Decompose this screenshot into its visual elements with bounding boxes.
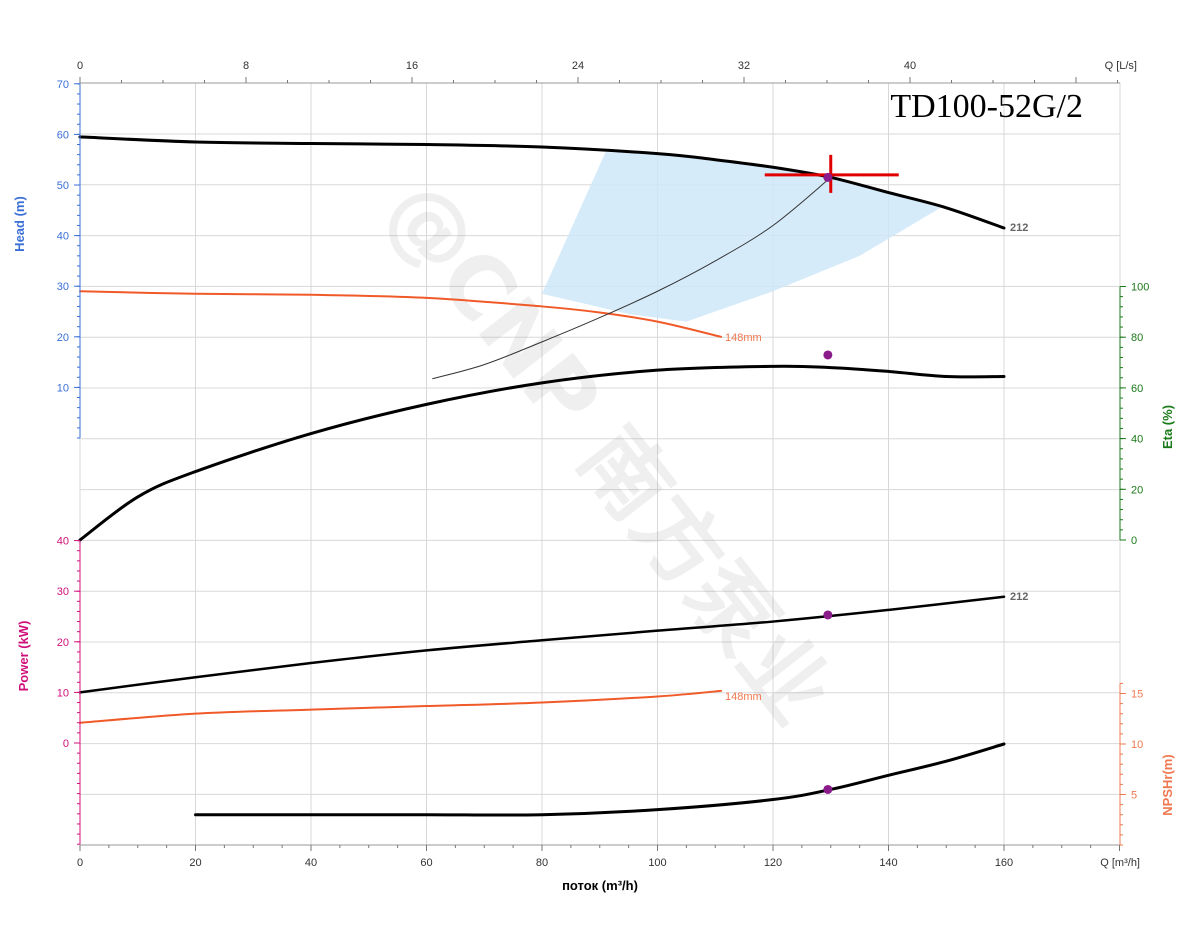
eta-curve-212 (78, 364, 1006, 542)
head-tick-label: 30 (57, 281, 69, 293)
head-tick-label: 40 (57, 231, 69, 243)
head-curve-label: 212 (1010, 222, 1028, 234)
head-curve-148mm (79, 290, 723, 338)
npsh-curve-212 (194, 742, 1006, 817)
head-operating-point (823, 172, 833, 182)
npsh-axis-label: NPSHr(m) (1160, 754, 1175, 815)
operating-region-area (542, 152, 941, 322)
head-axis-label: Head (m) (12, 196, 27, 252)
x-tick-label: 140 (879, 857, 897, 869)
operating-region (542, 152, 941, 322)
system-curve (432, 177, 832, 380)
top-axis-unit: Q [L/s] (1105, 60, 1137, 72)
x-tick-label: 60 (420, 857, 432, 869)
marker-layer (764, 154, 899, 794)
power-tick-label: 0 (63, 738, 69, 750)
x-tick-label: 0 (77, 857, 83, 869)
head-alt-curve-label: 148mm (725, 332, 762, 344)
eta-operating-point (823, 350, 833, 360)
top-tick-label: 0 (77, 60, 83, 72)
eta-tick-label: 40 (1131, 434, 1143, 446)
eta-tick-label: 0 (1131, 535, 1137, 547)
top-tick-label: 32 (738, 60, 750, 72)
power-tick-label: 20 (57, 637, 69, 649)
x-tick-label: 20 (189, 857, 201, 869)
x-tick-label: 40 (305, 857, 317, 869)
top-tick-label: 16 (406, 60, 418, 72)
x-tick-label: 100 (648, 857, 666, 869)
power-axis-label: Power (kW) (16, 621, 31, 692)
npsh-tick-label: 15 (1131, 689, 1143, 701)
head-tick-label: 20 (57, 332, 69, 344)
label-layer: TD100-52G/2 поток (m³/h) Q [m³/h] Q [L/s… (12, 60, 1175, 893)
head-tick-label: 10 (57, 382, 69, 394)
eta-tick-label: 20 (1131, 484, 1143, 496)
head-curve-212 (78, 135, 1006, 230)
npsh-operating-point (823, 784, 833, 794)
chart-title: TD100-52G/2 (890, 88, 1083, 125)
power-tick-label: 30 (57, 586, 69, 598)
eta-axis-label: Eta (%) (1160, 405, 1175, 449)
npsh-tick-label: 5 (1131, 790, 1137, 802)
eta-tick-label: 60 (1131, 383, 1143, 395)
head-tick-label: 50 (57, 180, 69, 192)
x-axis-label: поток (m³/h) (562, 878, 638, 893)
power-tick-label: 40 (57, 536, 69, 548)
power-tick-label: 10 (57, 687, 69, 699)
power-curve-label: 212 (1010, 591, 1028, 603)
npsh-tick-label: 10 (1131, 739, 1143, 751)
head-tick-label: 70 (57, 79, 69, 91)
power-operating-point (823, 610, 833, 620)
top-tick-label: 24 (572, 60, 584, 72)
top-tick-label: 8 (243, 60, 249, 72)
eta-tick-label: 80 (1131, 332, 1143, 344)
x-axis-unit: Q [m³/h] (1100, 857, 1140, 869)
power-curve-212 (78, 595, 1006, 694)
curve-layer (78, 135, 1006, 817)
x-tick-label: 120 (764, 857, 782, 869)
x-tick-label: 80 (536, 857, 548, 869)
x-tick-label: 160 (995, 857, 1013, 869)
power-alt-curve-label: 148mm (725, 691, 762, 703)
head-tick-label: 60 (57, 129, 69, 141)
top-tick-label: 40 (904, 60, 916, 72)
eta-tick-label: 100 (1131, 282, 1149, 294)
power-curve-148mm (79, 689, 723, 724)
